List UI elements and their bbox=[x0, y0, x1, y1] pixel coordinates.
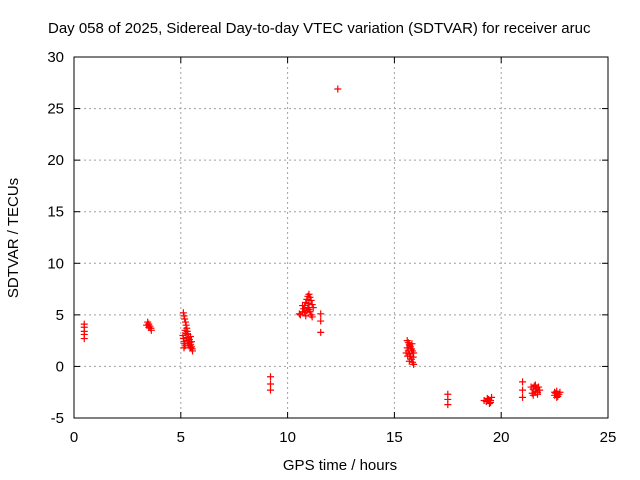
y-tick-label: 0 bbox=[56, 358, 64, 375]
data-point bbox=[519, 393, 527, 401]
data-point bbox=[179, 309, 187, 317]
chart-title: Day 058 of 2025, Sidereal Day-to-day VTE… bbox=[48, 20, 591, 37]
data-point bbox=[187, 338, 195, 346]
data-point bbox=[267, 380, 275, 388]
data-point bbox=[305, 306, 313, 314]
data-point bbox=[404, 352, 412, 360]
data-point bbox=[531, 381, 539, 389]
data-point bbox=[487, 396, 495, 404]
data-point bbox=[308, 313, 316, 321]
y-tick-label: 25 bbox=[47, 101, 64, 118]
data-point bbox=[181, 318, 189, 326]
y-tick-label: 15 bbox=[47, 204, 64, 221]
data-point bbox=[488, 393, 496, 401]
data-point bbox=[551, 388, 559, 396]
data-point bbox=[308, 301, 316, 309]
data-points bbox=[80, 85, 564, 409]
data-point bbox=[519, 386, 527, 394]
y-tick-label: 10 bbox=[47, 255, 64, 272]
data-point bbox=[182, 321, 190, 329]
data-point bbox=[317, 328, 325, 336]
data-point bbox=[299, 302, 307, 310]
data-point bbox=[180, 312, 188, 320]
x-tick-label: 15 bbox=[386, 429, 403, 446]
data-point bbox=[409, 353, 417, 361]
data-point bbox=[306, 293, 314, 301]
grid bbox=[74, 57, 608, 418]
data-point bbox=[444, 401, 452, 409]
data-point bbox=[305, 290, 313, 298]
data-point bbox=[519, 378, 527, 386]
x-tick-label: 10 bbox=[279, 429, 296, 446]
data-point bbox=[534, 388, 542, 396]
data-point bbox=[402, 349, 410, 357]
data-point bbox=[80, 335, 88, 343]
data-point bbox=[182, 329, 190, 337]
x-tick-label: 25 bbox=[600, 429, 617, 446]
y-axis-label: SDTVAR / TECUs bbox=[5, 178, 22, 298]
x-tick-label: 0 bbox=[70, 429, 78, 446]
data-point bbox=[143, 321, 151, 329]
y-tick-label: 30 bbox=[47, 49, 64, 66]
data-point bbox=[186, 344, 194, 352]
data-point bbox=[553, 393, 561, 401]
x-tick-label: 5 bbox=[177, 429, 185, 446]
y-tick-label: -5 bbox=[51, 410, 64, 427]
data-point bbox=[305, 300, 313, 308]
data-point bbox=[405, 357, 413, 365]
data-point bbox=[302, 312, 310, 320]
y-tick-label: 20 bbox=[47, 152, 64, 169]
data-point bbox=[529, 391, 537, 399]
data-point bbox=[181, 326, 189, 334]
x-axis-label: GPS time / hours bbox=[283, 457, 397, 474]
y-tick-label: 5 bbox=[56, 307, 64, 324]
data-point bbox=[267, 386, 275, 394]
data-point bbox=[334, 85, 342, 93]
data-point bbox=[183, 337, 191, 345]
data-point bbox=[317, 310, 325, 318]
data-point bbox=[302, 298, 310, 306]
data-point bbox=[317, 317, 325, 325]
data-point bbox=[181, 315, 189, 323]
x-tick-label: 20 bbox=[493, 429, 510, 446]
data-point bbox=[267, 373, 275, 381]
axis-ticks: 0 5 10 15 20 25 -5 0 5 10 15 20 25 30 bbox=[47, 49, 616, 446]
data-point bbox=[410, 360, 418, 368]
data-point bbox=[408, 340, 416, 348]
data-point bbox=[180, 344, 188, 352]
data-point bbox=[485, 400, 493, 408]
plot-frame bbox=[73, 56, 609, 419]
data-point bbox=[186, 333, 194, 341]
